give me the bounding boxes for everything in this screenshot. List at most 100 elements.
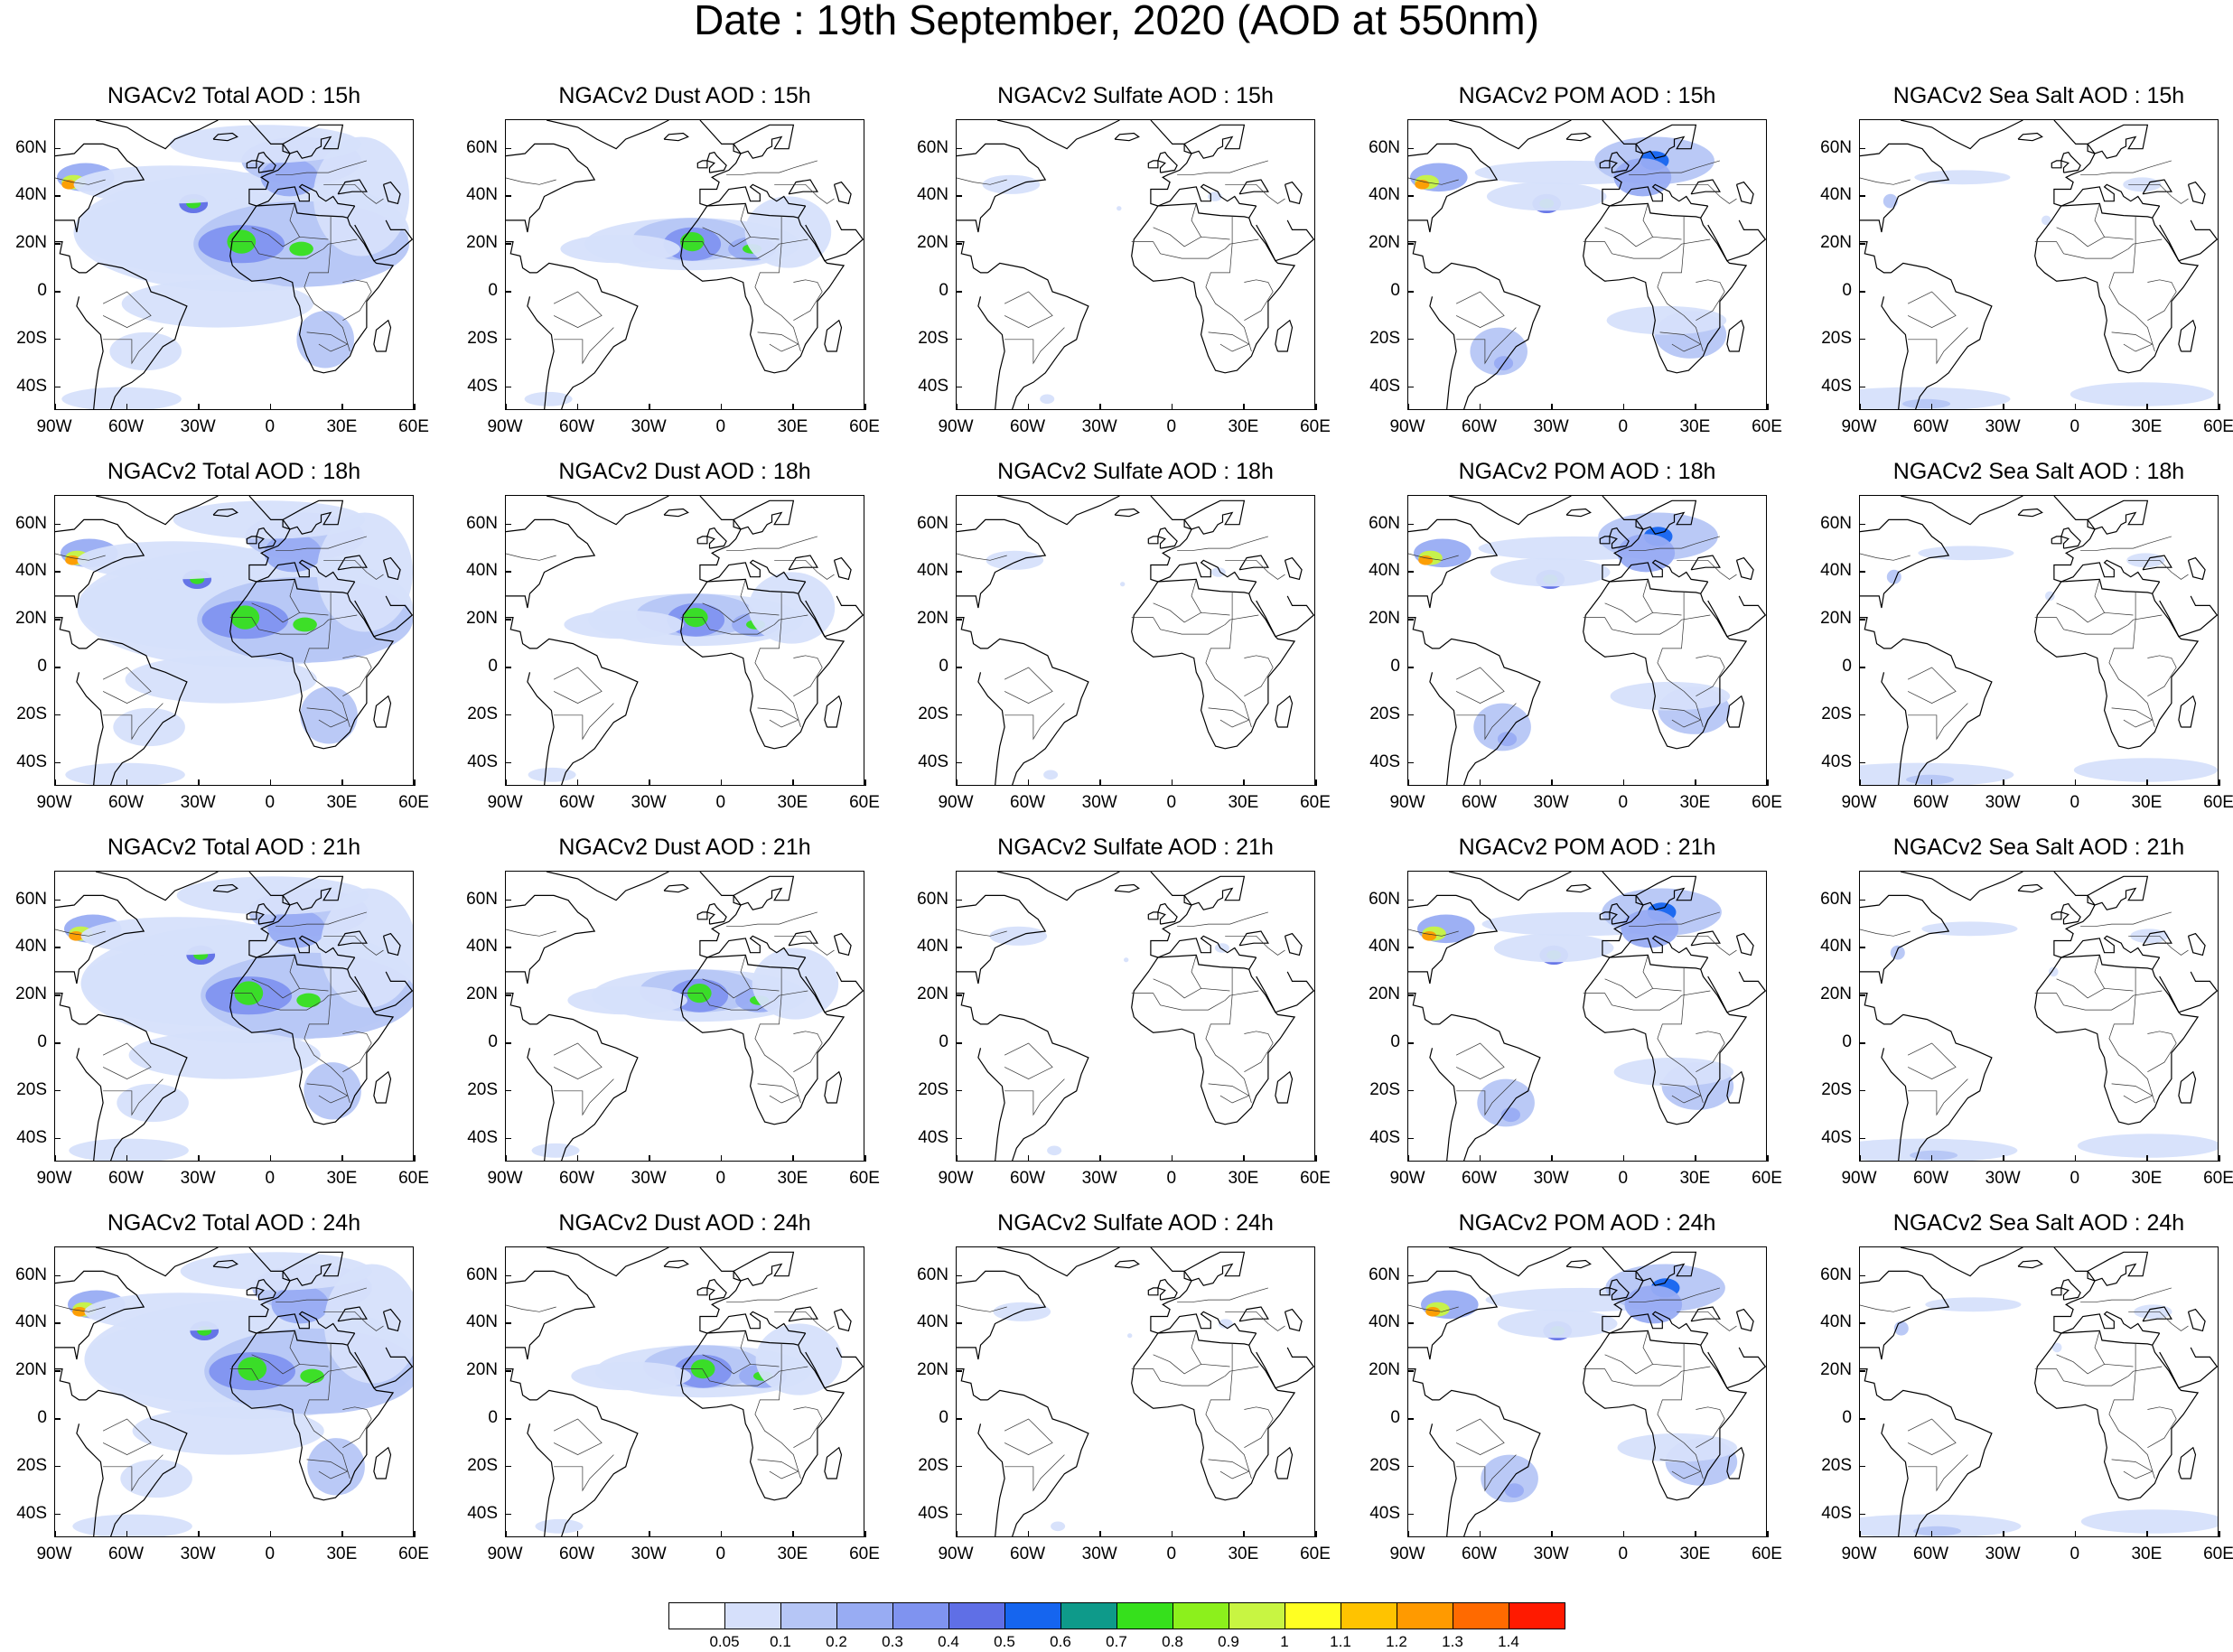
lon-label: 30W — [1533, 793, 1569, 812]
aerosol-plume — [752, 947, 839, 1020]
coastline — [537, 1389, 639, 1536]
lon-tick — [341, 779, 343, 786]
lon-tick — [2003, 779, 2004, 786]
lon-label: 60E — [1752, 1545, 1782, 1563]
lon-tick — [1407, 1531, 1409, 1537]
lon-tick — [54, 404, 56, 410]
lat-tick — [956, 243, 962, 245]
lat-label: 40N — [1820, 185, 1852, 205]
country-border — [754, 966, 801, 1104]
coastline — [706, 578, 799, 594]
aerosol-plume — [1617, 534, 1676, 573]
lon-label: 60W — [1010, 793, 1046, 812]
lat-tick — [1859, 1370, 1865, 1372]
country-border — [1677, 559, 1737, 580]
lon-tick — [341, 404, 343, 410]
lat-tick — [1859, 714, 1865, 716]
coastline — [824, 1446, 843, 1479]
coastline — [2178, 695, 2197, 728]
lat-tick — [956, 1042, 962, 1044]
coastline — [1238, 555, 1269, 571]
aerosol-plume — [1043, 770, 1059, 780]
country-border — [1908, 1454, 1968, 1492]
lon-tick — [2074, 1531, 2077, 1537]
country-border — [304, 966, 350, 1104]
coastline — [1881, 672, 1909, 785]
lat-tick — [1407, 1089, 1414, 1092]
map-canvas — [1860, 1247, 2218, 1536]
lon-label: 90W — [1841, 1169, 1877, 1188]
coastline — [1439, 1389, 1541, 1536]
aerosol-plume — [993, 1302, 1051, 1321]
lon-tick — [720, 1155, 723, 1162]
lat-label: 60N — [917, 137, 948, 157]
country-border — [1907, 1042, 1957, 1079]
lon-tick — [1551, 404, 1553, 410]
lat-tick — [1859, 1418, 1865, 1420]
lat-tick — [1407, 1137, 1414, 1140]
country-border — [1659, 331, 1702, 352]
aerosol-plume — [113, 707, 185, 747]
country-border — [1004, 291, 1053, 328]
lon-tick — [1315, 1155, 1317, 1162]
lat-tick — [956, 1322, 962, 1324]
panel-title: NGACv2 Sea Salt AOD : 24h — [1892, 1210, 2185, 1236]
panel-title: NGACv2 Sea Salt AOD : 15h — [1892, 83, 2185, 108]
lat-tick — [54, 1322, 61, 1324]
coastline — [506, 143, 596, 233]
coastline — [1891, 638, 1993, 785]
coastline — [95, 872, 219, 901]
coastline — [1565, 1259, 1592, 1269]
coastline — [1599, 536, 1611, 545]
panel-title: NGACv2 Dust AOD : 21h — [558, 835, 811, 860]
lon-label: 60E — [1300, 1169, 1331, 1188]
aerosol-plume — [748, 572, 836, 644]
coastline — [229, 1247, 395, 1501]
colorbar-swatch — [1229, 1602, 1285, 1629]
lon-label: 60W — [1462, 1169, 1498, 1188]
lon-tick — [1027, 1531, 1030, 1537]
lat-label: 20S — [16, 1079, 47, 1099]
coastline — [55, 518, 145, 609]
coastline — [1860, 617, 1892, 649]
country-border — [2147, 655, 2177, 697]
lon-tick — [1930, 404, 1933, 410]
coastline — [1131, 496, 1296, 750]
aerosol-plume — [528, 767, 576, 782]
country-border — [276, 911, 367, 928]
lat-label: 0 — [37, 1408, 47, 1428]
colorbar-swatch — [1004, 1602, 1061, 1629]
lon-tick — [1479, 1155, 1481, 1162]
aerosol-plume — [84, 1293, 276, 1331]
lon-label: 60W — [1462, 793, 1498, 812]
country-border — [1907, 667, 1957, 704]
lon-tick — [198, 404, 200, 410]
country-border — [251, 1354, 329, 1375]
lat-tick — [1859, 899, 1865, 901]
lon-tick — [126, 1531, 128, 1537]
lon-label: 90W — [1389, 793, 1425, 812]
country-border — [740, 579, 751, 613]
country-border — [1205, 591, 1252, 728]
country-border — [793, 1031, 823, 1073]
lon-tick — [1695, 1155, 1696, 1162]
country-border — [2094, 955, 2105, 989]
lon-tick — [792, 1531, 794, 1537]
coastline — [1439, 1013, 1541, 1161]
country-border — [323, 1311, 384, 1331]
country-border — [1583, 614, 1711, 635]
lon-label: 30E — [2131, 417, 2163, 436]
coastline — [1275, 1070, 1294, 1104]
colorbar-swatch — [1509, 1602, 1565, 1629]
map-panel — [1859, 495, 2219, 786]
lon-tick — [1407, 779, 1409, 786]
country-border — [251, 978, 329, 999]
lat-tick — [956, 1274, 962, 1277]
lon-label: 60E — [849, 1169, 880, 1188]
lat-label: 40S — [16, 1503, 47, 1523]
lat-tick — [505, 947, 511, 948]
lat-label: 60N — [1369, 137, 1400, 157]
country-border — [1225, 559, 1285, 580]
coastline — [1690, 555, 1721, 571]
lat-tick — [1859, 667, 1865, 668]
